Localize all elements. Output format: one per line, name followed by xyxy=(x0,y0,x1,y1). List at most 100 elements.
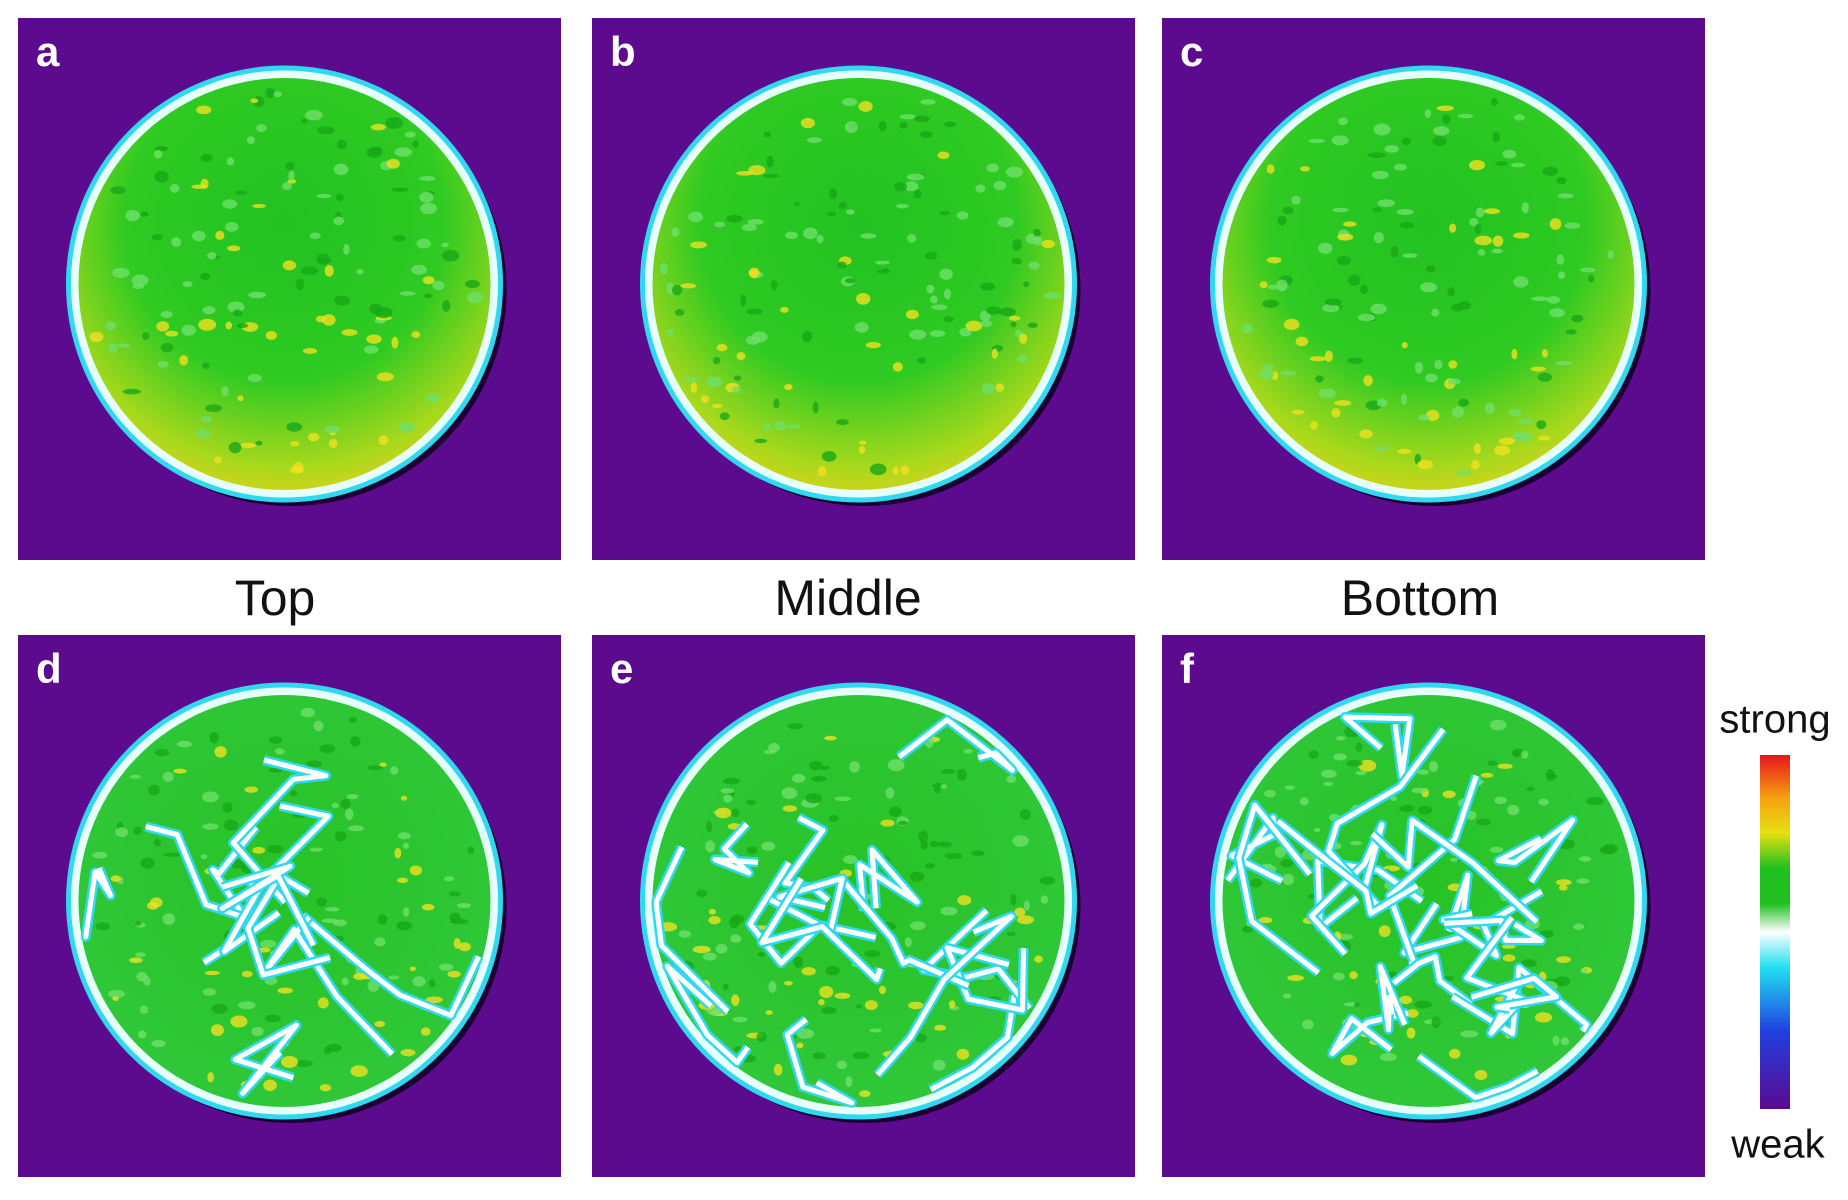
texture xyxy=(889,806,902,817)
texture xyxy=(1587,274,1595,283)
texture xyxy=(409,966,416,972)
texture xyxy=(975,184,986,193)
texture xyxy=(768,980,777,993)
texture xyxy=(1334,400,1352,406)
texture xyxy=(763,131,772,138)
texture xyxy=(1512,750,1520,758)
texture xyxy=(1536,420,1547,430)
texture xyxy=(793,956,804,968)
texture xyxy=(660,263,668,275)
texture xyxy=(1023,281,1030,288)
crack xyxy=(1377,964,1408,1033)
texture xyxy=(869,1028,882,1033)
texture xyxy=(374,307,393,319)
texture xyxy=(1370,303,1387,315)
texture xyxy=(412,140,419,148)
texture xyxy=(215,230,225,240)
texture xyxy=(1338,117,1348,126)
texture xyxy=(821,451,837,462)
texture xyxy=(1300,166,1310,172)
texture xyxy=(313,720,324,732)
texture xyxy=(864,1000,878,1011)
texture xyxy=(802,227,818,240)
texture xyxy=(263,1079,277,1092)
crack xyxy=(1496,817,1576,884)
texture xyxy=(834,992,851,999)
texture xyxy=(1534,1012,1553,1023)
texture xyxy=(122,388,141,395)
texture xyxy=(712,403,723,409)
texture xyxy=(179,355,189,366)
texture xyxy=(1371,170,1389,180)
texture xyxy=(1331,135,1349,146)
texture xyxy=(981,382,995,395)
texture xyxy=(398,421,415,433)
texture xyxy=(741,223,757,232)
texture xyxy=(917,357,926,364)
texture xyxy=(887,759,905,772)
texture xyxy=(376,372,394,382)
crack xyxy=(664,963,751,1065)
texture xyxy=(835,419,849,426)
texture xyxy=(340,798,351,810)
texture xyxy=(290,441,300,447)
texture xyxy=(1335,736,1346,741)
texture xyxy=(1376,398,1388,407)
texture xyxy=(182,281,193,288)
texture xyxy=(844,121,858,133)
texture xyxy=(963,748,973,754)
texture xyxy=(855,1004,862,1009)
texture xyxy=(392,234,406,242)
panels: a b c d e f xyxy=(18,18,1705,1177)
texture xyxy=(1552,1035,1560,1046)
texture xyxy=(1336,255,1351,266)
texture xyxy=(1264,789,1276,798)
texture xyxy=(829,188,837,200)
texture xyxy=(324,425,340,434)
texture xyxy=(319,744,336,753)
texture xyxy=(341,329,358,336)
texture xyxy=(1355,770,1367,776)
texture xyxy=(416,238,432,249)
texture xyxy=(1470,459,1480,470)
texture xyxy=(1287,974,1304,982)
texture xyxy=(1295,336,1309,347)
texture xyxy=(1307,894,1316,899)
texture xyxy=(1526,786,1535,792)
texture xyxy=(784,231,799,240)
texture xyxy=(1512,232,1530,239)
texture xyxy=(1332,207,1349,213)
texture xyxy=(934,1024,947,1031)
texture xyxy=(1266,256,1282,264)
texture xyxy=(135,920,142,926)
panel-label: e xyxy=(610,645,633,692)
texture xyxy=(336,139,347,150)
panel: e xyxy=(592,635,1135,1177)
texture xyxy=(207,1072,214,1083)
colorbar-max-label: strong xyxy=(1719,698,1830,742)
colorbar-min-label: weak xyxy=(1730,1123,1825,1167)
texture xyxy=(690,241,707,249)
texture xyxy=(812,401,819,414)
texture xyxy=(1442,790,1456,799)
texture xyxy=(905,309,919,320)
texture xyxy=(1494,796,1507,804)
texture xyxy=(191,184,208,189)
texture xyxy=(846,209,855,215)
texture xyxy=(836,1060,848,1070)
panel-label: d xyxy=(36,645,62,692)
texture xyxy=(801,331,813,343)
texture xyxy=(171,237,182,247)
texture xyxy=(200,854,208,860)
texture xyxy=(768,742,780,753)
crack xyxy=(837,875,970,988)
texture xyxy=(793,201,800,206)
texture xyxy=(1017,354,1028,363)
texture xyxy=(238,1001,256,1010)
texture xyxy=(812,1052,826,1060)
texture xyxy=(940,769,956,774)
texture xyxy=(449,912,461,923)
texture xyxy=(1447,287,1456,297)
texture xyxy=(1033,228,1041,237)
